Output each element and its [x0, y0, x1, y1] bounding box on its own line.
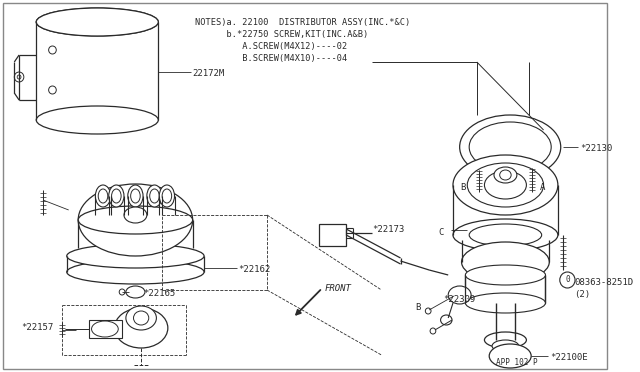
Ellipse shape — [128, 185, 143, 207]
Ellipse shape — [460, 115, 561, 179]
Ellipse shape — [147, 185, 162, 207]
Ellipse shape — [465, 293, 545, 313]
Ellipse shape — [469, 122, 551, 172]
Circle shape — [49, 46, 56, 54]
Ellipse shape — [448, 286, 471, 304]
Ellipse shape — [453, 219, 558, 251]
Ellipse shape — [484, 171, 527, 199]
Circle shape — [430, 328, 436, 334]
Text: 22172M: 22172M — [193, 69, 225, 78]
Ellipse shape — [92, 321, 118, 337]
Ellipse shape — [150, 189, 159, 203]
Text: B.SCREW(M4X10)----04: B.SCREW(M4X10)----04 — [195, 54, 348, 63]
Ellipse shape — [36, 8, 158, 36]
Ellipse shape — [465, 265, 545, 285]
Ellipse shape — [126, 306, 156, 330]
Ellipse shape — [134, 311, 148, 325]
Text: *22173: *22173 — [372, 225, 404, 234]
Ellipse shape — [124, 207, 147, 223]
Bar — [319, 224, 346, 246]
Ellipse shape — [36, 8, 158, 36]
Ellipse shape — [159, 185, 175, 207]
Ellipse shape — [489, 344, 531, 368]
Text: A.SCREW(M4X12)----02: A.SCREW(M4X12)----02 — [195, 42, 348, 51]
Ellipse shape — [131, 189, 140, 203]
Ellipse shape — [111, 189, 121, 203]
Text: (2): (2) — [574, 290, 590, 299]
Text: b.*22750 SCREW,KIT(INC.A&B): b.*22750 SCREW,KIT(INC.A&B) — [195, 30, 369, 39]
Text: *22130: *22130 — [580, 144, 612, 153]
Ellipse shape — [95, 185, 111, 207]
Ellipse shape — [162, 189, 172, 203]
Text: *22157: *22157 — [21, 323, 53, 332]
Ellipse shape — [36, 106, 158, 134]
Text: B: B — [461, 183, 466, 192]
Ellipse shape — [469, 224, 541, 246]
Circle shape — [14, 72, 24, 82]
Bar — [465, 275, 545, 303]
Text: C: C — [438, 228, 444, 237]
Ellipse shape — [98, 189, 108, 203]
Circle shape — [49, 86, 56, 94]
Ellipse shape — [494, 167, 517, 183]
Text: B: B — [415, 303, 420, 312]
Ellipse shape — [67, 244, 204, 268]
Ellipse shape — [78, 206, 193, 234]
Ellipse shape — [453, 155, 558, 215]
Ellipse shape — [484, 332, 527, 348]
Text: *22309: *22309 — [444, 295, 476, 304]
Circle shape — [560, 272, 575, 288]
Circle shape — [17, 75, 21, 79]
Text: *22100E: *22100E — [550, 353, 588, 362]
Ellipse shape — [500, 170, 511, 180]
Ellipse shape — [78, 184, 193, 256]
Text: 0: 0 — [565, 276, 570, 285]
Text: *22165: *22165 — [143, 289, 175, 298]
Ellipse shape — [109, 185, 124, 207]
Text: FRONT: FRONT — [324, 284, 351, 293]
Circle shape — [426, 308, 431, 314]
Circle shape — [119, 289, 125, 295]
Ellipse shape — [492, 340, 519, 352]
Ellipse shape — [467, 163, 543, 207]
Ellipse shape — [67, 260, 204, 284]
Ellipse shape — [126, 286, 145, 298]
Text: APP 102 P: APP 102 P — [496, 358, 538, 367]
Ellipse shape — [115, 308, 168, 348]
Ellipse shape — [440, 315, 452, 325]
Text: NOTES)a. 22100  DISTRIBUTOR ASSY(INC.*&C): NOTES)a. 22100 DISTRIBUTOR ASSY(INC.*&C) — [195, 18, 411, 27]
Text: A: A — [540, 183, 545, 192]
Text: *22162: *22162 — [239, 265, 271, 274]
Ellipse shape — [461, 242, 549, 282]
Bar — [89, 320, 122, 338]
Text: 08363-8251D: 08363-8251D — [574, 278, 633, 287]
